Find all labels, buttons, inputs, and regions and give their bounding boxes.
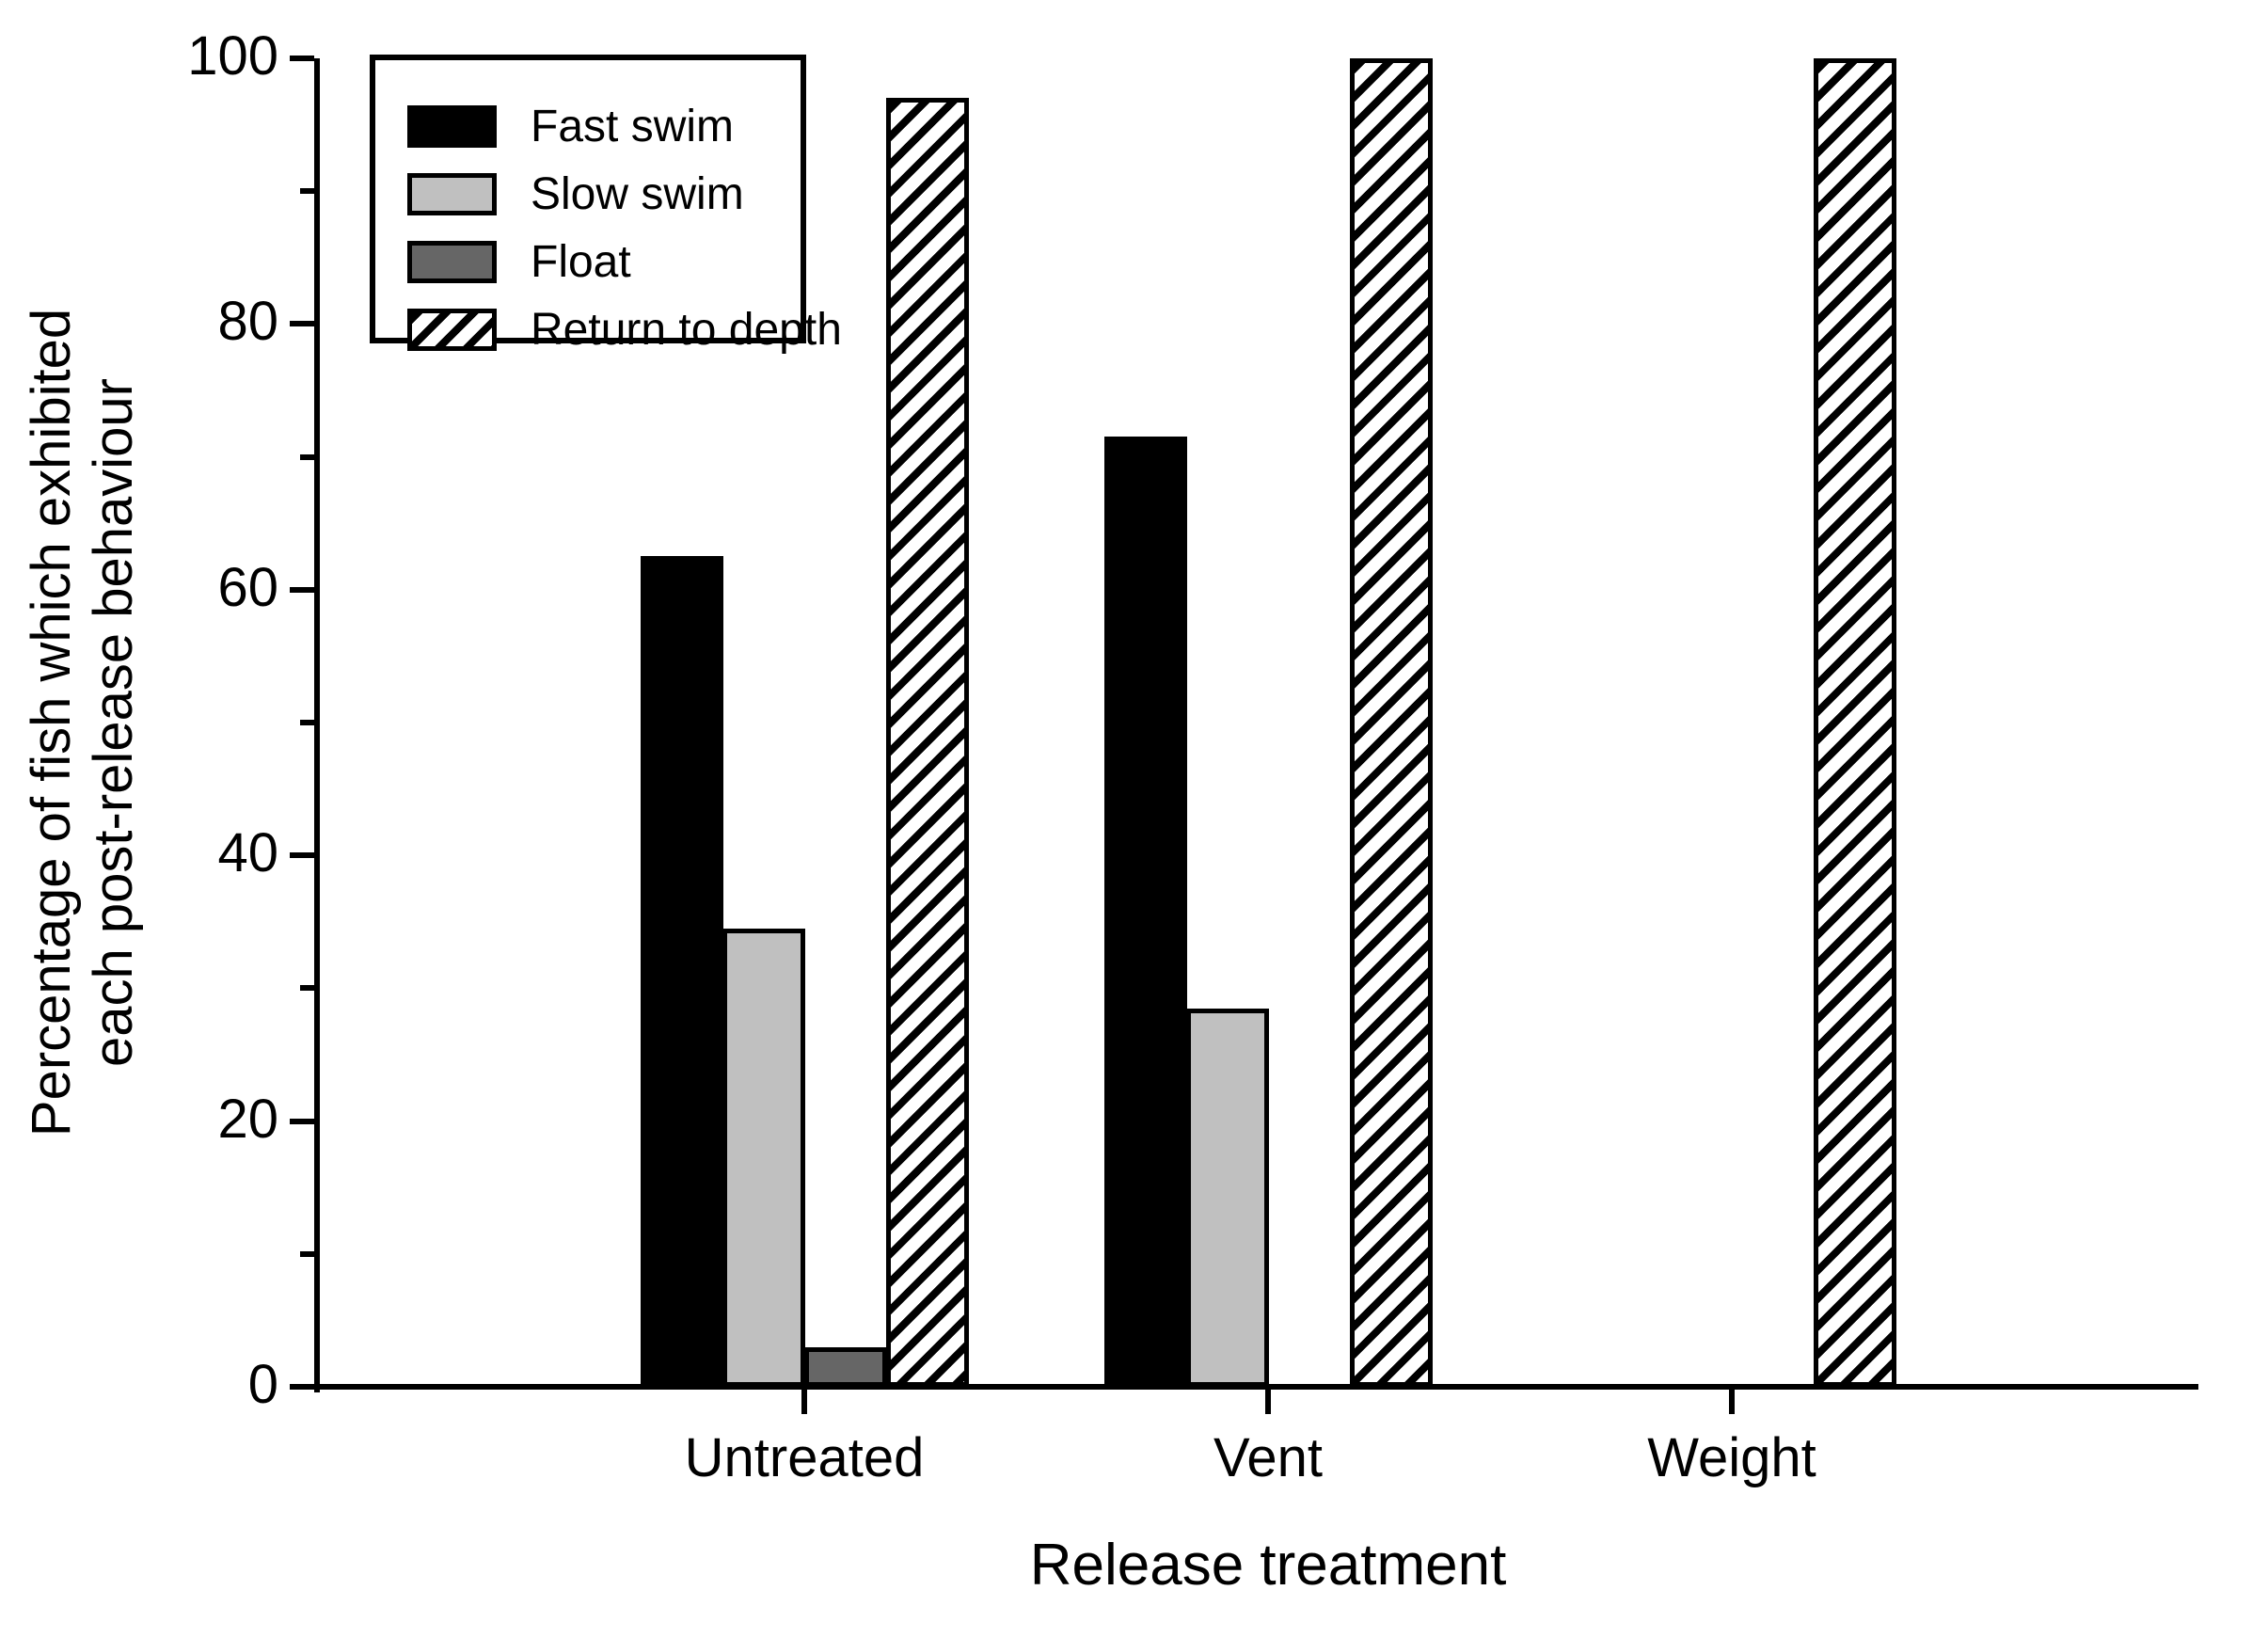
y-axis-tick-label: 60 <box>217 556 278 618</box>
legend: Fast swim Slow swim Float Return to depth <box>370 55 842 355</box>
legend-swatch-fast-swim <box>407 104 497 148</box>
y-axis-major-tick <box>290 852 314 859</box>
legend-label-return-to-depth: Return to depth <box>531 304 842 355</box>
y-axis-minor-tick <box>300 720 314 725</box>
bar-fast-swim-vent <box>1104 437 1187 1387</box>
x-axis-tick <box>801 1390 807 1414</box>
x-axis-tick <box>1729 1390 1735 1414</box>
bar-return-to-depth-vent <box>1350 58 1433 1387</box>
y-axis-major-tick <box>290 56 314 61</box>
bar-return-to-depth-weight <box>1814 58 1896 1387</box>
legend-entry-float: Float <box>407 228 801 295</box>
legend-swatch-slow-swim <box>407 172 497 215</box>
y-axis-major-tick <box>290 1384 314 1390</box>
y-axis-minor-tick <box>300 1250 314 1257</box>
y-axis-major-tick <box>290 586 314 593</box>
x-axis-title: Release treatment <box>1029 1533 1507 1598</box>
x-axis-category-label-vent: Vent <box>1213 1427 1324 1488</box>
y-axis-tick-label: 20 <box>217 1088 278 1150</box>
legend-swatch-float <box>407 240 497 283</box>
y-axis-line <box>314 58 320 1392</box>
y-axis-title-line2: each post-release behaviour <box>83 378 144 1067</box>
y-axis-title: Percentage of fish which exhibited each … <box>21 309 145 1137</box>
y-axis-title-line1: Percentage of fish which exhibited <box>21 308 82 1137</box>
legend-label-fast-swim: Fast swim <box>531 101 734 151</box>
y-axis-tick-label: 0 <box>247 1353 278 1415</box>
y-axis-minor-tick <box>300 453 314 460</box>
bar-slow-swim-untreated <box>722 929 805 1387</box>
y-axis-major-tick <box>290 1118 314 1124</box>
y-axis-tick-label: 80 <box>217 291 278 353</box>
bar-fast-swim-untreated <box>641 556 723 1387</box>
y-axis-minor-tick <box>300 985 314 992</box>
x-axis-category-label-untreated: Untreated <box>684 1427 925 1488</box>
y-axis-tick-label: 100 <box>187 24 278 87</box>
x-axis-tick <box>1265 1390 1271 1414</box>
y-axis-minor-tick <box>300 188 314 195</box>
x-axis-category-label-weight: Weight <box>1647 1427 1816 1488</box>
legend-entry-slow-swim: Slow swim <box>407 160 801 228</box>
legend-entry-return-to-depth: Return to depth <box>407 295 842 363</box>
bar-return-to-depth-untreated <box>886 98 969 1387</box>
bar-slow-swim-vent <box>1186 1009 1269 1387</box>
bar-float-untreated <box>804 1347 887 1387</box>
y-axis-tick-label: 40 <box>217 822 278 884</box>
legend-entry-fast-swim: Fast swim <box>407 92 801 160</box>
x-axis-line <box>314 1384 2198 1390</box>
y-axis-major-tick <box>290 321 314 327</box>
legend-swatch-return-to-depth <box>407 308 497 351</box>
legend-label-float: Float <box>531 236 631 287</box>
legend-label-slow-swim: Slow swim <box>531 168 744 219</box>
